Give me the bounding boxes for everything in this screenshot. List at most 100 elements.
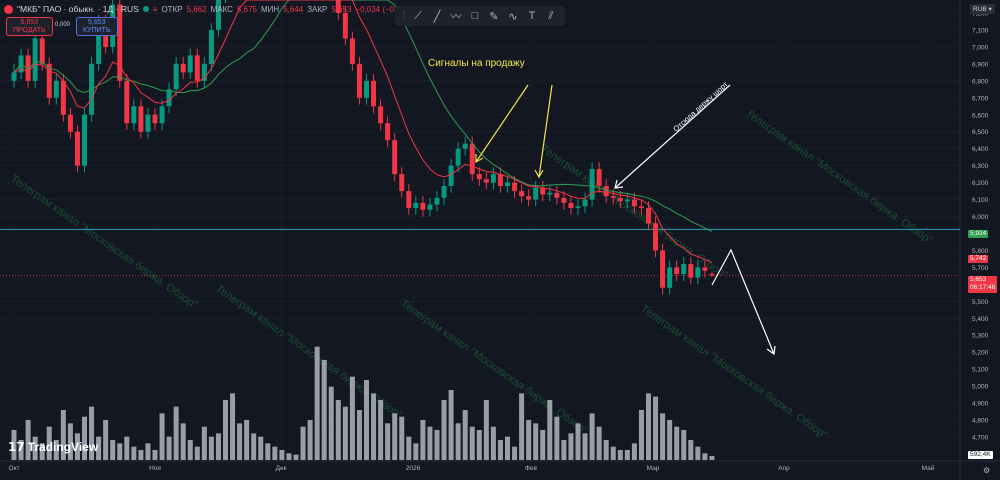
volume-bar	[554, 416, 560, 460]
volume-bar	[124, 436, 130, 460]
last-price-tag: 5,653 06:17:46	[968, 276, 998, 293]
buy-button[interactable]: 5,653 КУПИТЬ	[76, 17, 118, 36]
rectangle-icon[interactable]: □	[471, 10, 479, 22]
volume-bar	[321, 360, 327, 460]
symbol-title[interactable]: "МКБ" ПАО · обыкн. · 1Д · RUS	[17, 4, 139, 14]
volume-bar	[476, 430, 482, 460]
path-icon[interactable]: 〰	[450, 11, 462, 23]
volume-bar	[131, 446, 137, 460]
candle-body	[117, 4, 123, 81]
signals-annotation[interactable]: Сигналы на продажу	[428, 58, 525, 69]
volume-bar	[399, 416, 405, 460]
candle-body	[25, 55, 31, 81]
volume-bar	[265, 443, 271, 460]
close-label: ЗАКР	[307, 4, 328, 14]
price-axis[interactable]: 7,200 7,100 7,000 6,900 6,800 6,700 6,600 6,500…	[972, 11, 989, 442]
candles	[11, 0, 715, 295]
candle-body	[406, 191, 412, 209]
volume-bar	[89, 406, 95, 460]
volume-bar	[180, 423, 186, 460]
candle-body	[180, 63, 186, 73]
candle-body	[667, 267, 673, 288]
volume-bar	[117, 443, 123, 460]
price-tick-label: 5,300	[972, 333, 989, 340]
candle-body	[469, 143, 475, 175]
volume-bar	[681, 430, 687, 460]
price-tick-label: 4,900	[972, 401, 989, 408]
volume-bar	[610, 446, 616, 460]
candle-body	[124, 80, 130, 124]
candle-body	[74, 131, 80, 166]
candle-body	[596, 169, 602, 186]
price-tick-label: 5,200	[972, 350, 989, 357]
volume-bar	[519, 393, 525, 460]
candle-body	[688, 264, 694, 278]
settings-icon[interactable]: ⚙	[983, 466, 991, 475]
candle-body	[582, 199, 588, 207]
yellow-arrow[interactable]	[538, 84, 553, 178]
volume-bar	[624, 450, 630, 460]
short-annotation[interactable]: Отсюда держу шорт	[671, 79, 730, 133]
volume-bar	[82, 416, 87, 460]
candle-body	[349, 38, 355, 64]
volume-bar	[194, 446, 200, 460]
volume-bar	[201, 426, 207, 460]
time-tick-label: Ноя	[149, 465, 161, 472]
volume-bar	[307, 420, 313, 460]
menu-icon[interactable]: ≡	[152, 4, 158, 14]
volume-bar	[223, 400, 228, 460]
ray-icon[interactable]: ╱	[433, 10, 441, 23]
candle-body	[512, 182, 518, 192]
price-tick-label: 4,700	[972, 435, 989, 442]
candle-body	[159, 106, 165, 124]
white-arrow[interactable]	[614, 84, 731, 189]
candle-body	[519, 191, 525, 197]
brush-icon[interactable]: ✎	[489, 10, 499, 23]
candle-body	[392, 140, 398, 175]
price-tick-label: 6,200	[972, 180, 989, 187]
time-axis[interactable]: Окт Ноя Дек 2026 Фев Мар Апр Май	[9, 464, 935, 472]
yellow-arrow[interactable]	[475, 84, 529, 163]
text-icon[interactable]: T	[528, 10, 536, 22]
price-tick-label: 6,800	[972, 78, 989, 85]
volume-bar	[335, 400, 341, 460]
candle-body	[603, 185, 609, 197]
candle-body	[187, 55, 193, 73]
candle-body	[455, 148, 461, 166]
curve-icon[interactable]: ∿	[508, 10, 518, 23]
price-tick-label: 7,000	[972, 44, 989, 51]
sell-button[interactable]: 5,653 ПРОДАТЬ	[6, 17, 53, 36]
low-label: МИН	[260, 4, 280, 14]
volume-bar	[103, 420, 109, 460]
arrowhead-icon	[766, 345, 776, 356]
volume-bar	[660, 413, 666, 460]
tradingview-logo: 𝟭𝟳 TradingView	[8, 440, 98, 454]
candle-body	[89, 63, 95, 115]
change-value: −0,034 (−0,60%)	[355, 4, 416, 14]
volume-bar	[441, 400, 447, 460]
watermark-text: Телеграм канал "Московская биржа. Обзор"	[743, 108, 934, 247]
candle-body	[638, 206, 644, 209]
forecast-path[interactable]	[711, 248, 775, 355]
drag-handle-icon[interactable]: ⁞	[402, 10, 406, 22]
annotations[interactable]: Сигналы на продажу Отсюда держу шорт	[428, 58, 776, 356]
candle-body	[82, 114, 87, 166]
volume-bar	[695, 446, 701, 460]
volume-bar	[286, 453, 292, 460]
time-tick-label: Мар	[647, 465, 660, 472]
candle-body	[356, 63, 362, 98]
volume-bar	[314, 346, 320, 460]
candle-body	[540, 187, 546, 195]
trend-line-icon[interactable]: ⟋	[414, 9, 422, 22]
drawing-toolbar: ⁞ ⟋ ╱ 〰 □ ✎ ∿ T ⫽	[395, 6, 565, 26]
parallel-lines-icon[interactable]: ⫽	[548, 9, 554, 22]
volume-bar	[32, 436, 38, 460]
candle-body	[378, 106, 384, 124]
candle-body	[653, 223, 659, 251]
volume-bar	[575, 423, 581, 460]
currency-selector[interactable]: RUB ▾	[970, 4, 995, 14]
price-tick-label: 5,100	[972, 367, 989, 374]
volume-bar	[349, 376, 355, 460]
